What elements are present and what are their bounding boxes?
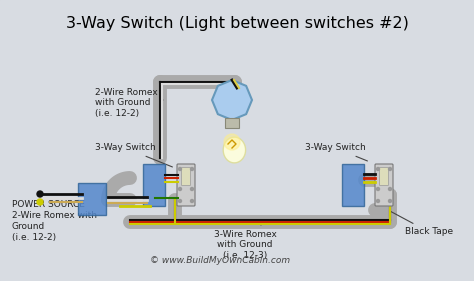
FancyBboxPatch shape <box>177 164 195 206</box>
Circle shape <box>376 167 380 171</box>
FancyBboxPatch shape <box>182 167 191 185</box>
Text: 3-Way Switch: 3-Way Switch <box>95 144 173 167</box>
FancyBboxPatch shape <box>375 164 393 206</box>
FancyBboxPatch shape <box>225 118 239 128</box>
Circle shape <box>37 199 43 205</box>
Text: 3-Way Switch: 3-Way Switch <box>305 144 367 161</box>
Text: 3-Way Switch (Light between switches #2): 3-Way Switch (Light between switches #2) <box>65 16 409 31</box>
Circle shape <box>389 187 392 191</box>
Circle shape <box>376 200 380 203</box>
FancyBboxPatch shape <box>342 164 364 206</box>
Circle shape <box>376 187 380 191</box>
Circle shape <box>191 187 193 191</box>
Polygon shape <box>212 80 252 120</box>
Circle shape <box>179 200 182 203</box>
FancyBboxPatch shape <box>143 164 165 206</box>
Text: 2-Wire Romex
with Ground
(i.e. 12-2): 2-Wire Romex with Ground (i.e. 12-2) <box>95 88 163 118</box>
Circle shape <box>191 167 193 171</box>
Circle shape <box>389 200 392 203</box>
Circle shape <box>179 167 182 171</box>
Circle shape <box>389 167 392 171</box>
Text: 3-Wire Romex
with Ground
(i.e. 12-3): 3-Wire Romex with Ground (i.e. 12-3) <box>214 222 276 260</box>
Circle shape <box>179 187 182 191</box>
Text: Black Tape: Black Tape <box>391 211 453 237</box>
Text: POWER SOURCE
2-Wire Romex with
Ground
(i.e. 12-2): POWER SOURCE 2-Wire Romex with Ground (i… <box>12 200 97 242</box>
Circle shape <box>37 191 43 197</box>
FancyBboxPatch shape <box>380 167 389 185</box>
Text: © www.BuildMyOwnCabin.com: © www.BuildMyOwnCabin.com <box>150 256 290 265</box>
Circle shape <box>191 200 193 203</box>
Polygon shape <box>223 137 246 163</box>
Circle shape <box>224 134 240 150</box>
FancyBboxPatch shape <box>78 183 106 215</box>
